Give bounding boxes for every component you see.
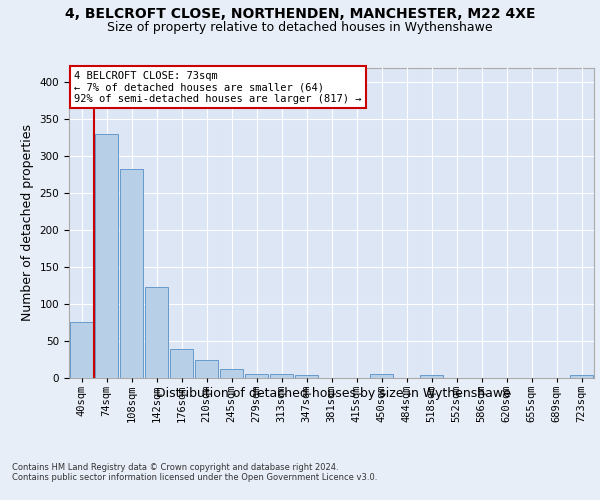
Bar: [270, 374, 293, 378]
Text: Size of property relative to detached houses in Wythenshawe: Size of property relative to detached ho…: [107, 21, 493, 34]
Bar: [120, 168, 143, 378]
Bar: [170, 348, 193, 378]
Bar: [195, 360, 218, 378]
Bar: [145, 286, 168, 378]
Bar: [220, 368, 243, 378]
Bar: [420, 374, 443, 378]
Bar: [370, 374, 393, 378]
Bar: [570, 376, 593, 378]
Text: 4, BELCROFT CLOSE, NORTHENDEN, MANCHESTER, M22 4XE: 4, BELCROFT CLOSE, NORTHENDEN, MANCHESTE…: [65, 8, 535, 22]
Text: 4 BELCROFT CLOSE: 73sqm
← 7% of detached houses are smaller (64)
92% of semi-det: 4 BELCROFT CLOSE: 73sqm ← 7% of detached…: [74, 70, 362, 104]
Bar: [295, 376, 318, 378]
Bar: [70, 322, 93, 378]
Bar: [95, 134, 118, 378]
Text: Contains HM Land Registry data © Crown copyright and database right 2024.
Contai: Contains HM Land Registry data © Crown c…: [12, 462, 377, 482]
Y-axis label: Number of detached properties: Number of detached properties: [21, 124, 34, 321]
Text: Distribution of detached houses by size in Wythenshawe: Distribution of detached houses by size …: [155, 388, 511, 400]
Bar: [245, 374, 268, 378]
